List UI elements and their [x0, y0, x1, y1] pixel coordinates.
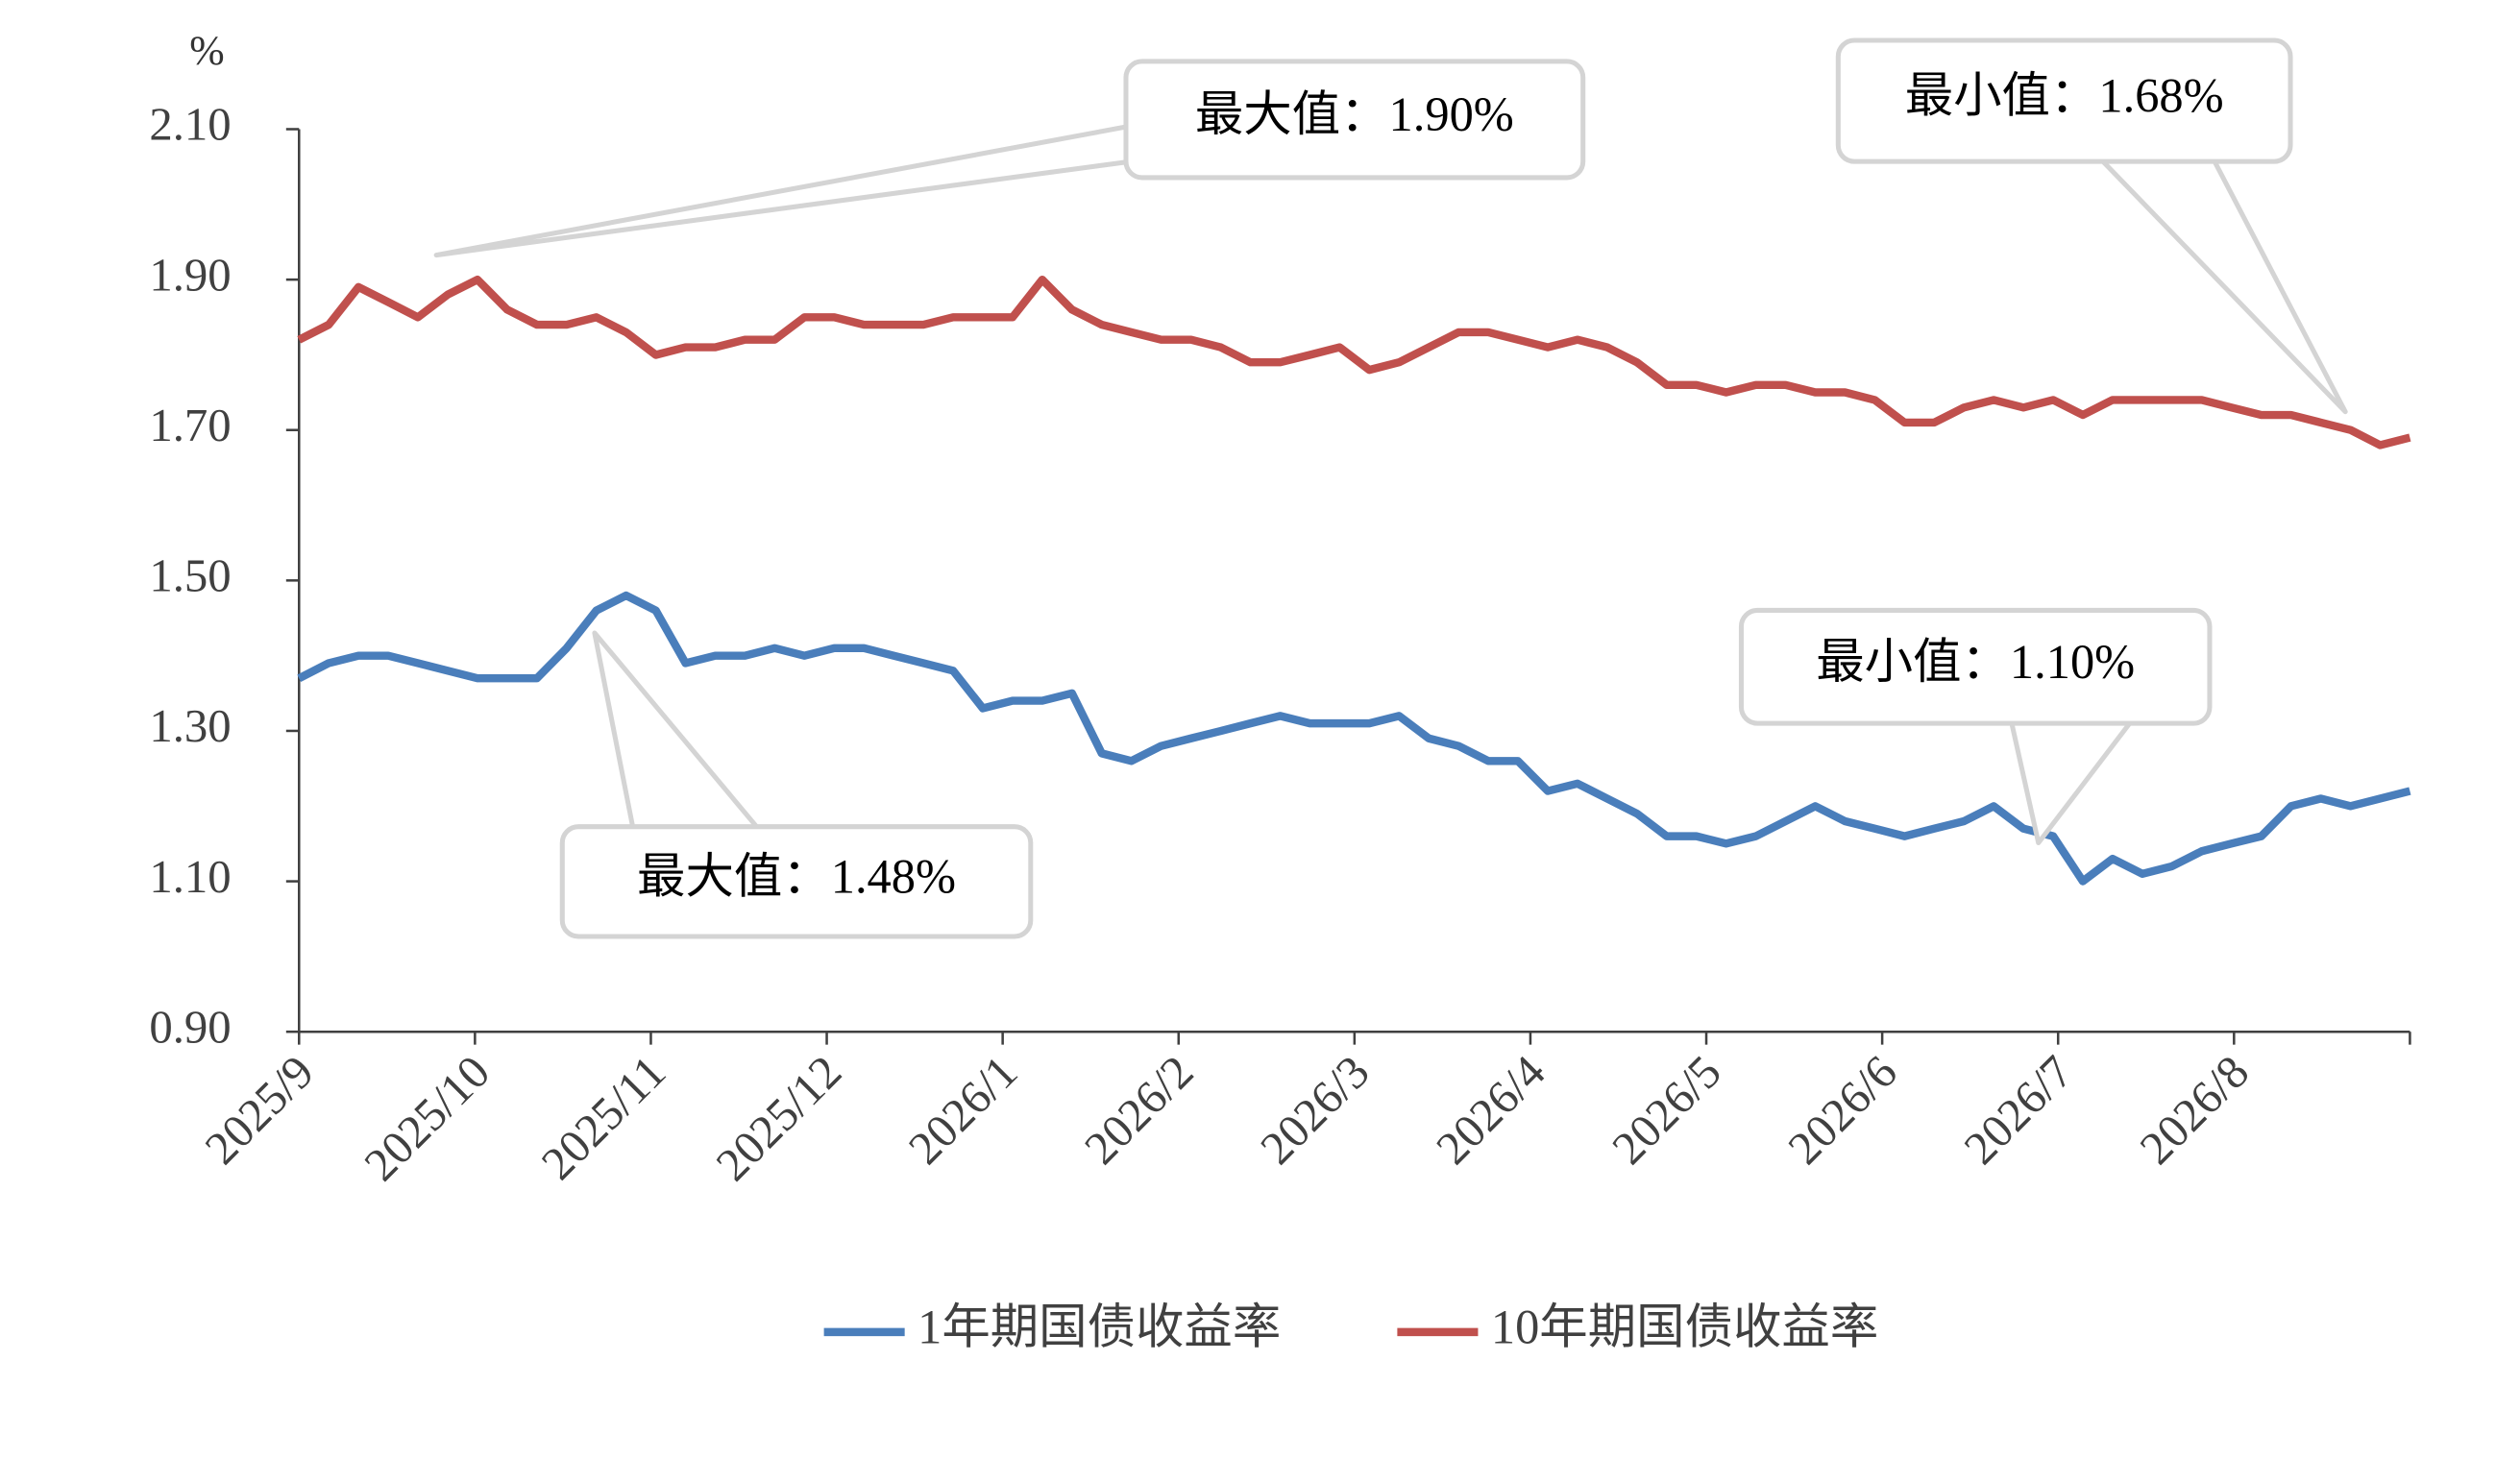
callout-pointer — [2097, 156, 2348, 415]
x-tick-label: 2026/6 — [1778, 1046, 1907, 1175]
x-tick-label: 2026/5 — [1603, 1046, 1731, 1175]
legend-text: 10年期国债收益率 — [1491, 1300, 1878, 1353]
y-tick-label: 0.90 — [149, 1001, 231, 1053]
callout-text: 最大值：1.90% — [1195, 87, 1514, 141]
legend-text: 1年期国债收益率 — [917, 1300, 1281, 1353]
x-tick-label: 2026/2 — [1075, 1046, 1204, 1175]
x-tick-label: 2026/4 — [1427, 1046, 1555, 1175]
y-tick-label: 1.90 — [149, 249, 231, 301]
callout-pointer — [2008, 717, 2135, 846]
y-tick-label: 1.10 — [149, 851, 231, 903]
callout-text: 最小值：1.10% — [1816, 635, 2135, 689]
y-tick-label: 1.70 — [149, 400, 231, 451]
callout-box — [1835, 37, 2293, 164]
series-line — [297, 275, 2411, 450]
x-tick-label: 2025/10 — [355, 1046, 500, 1191]
callout-text: 最大值：1.48% — [637, 849, 956, 903]
x-tick-label: 2026/7 — [1954, 1046, 2083, 1175]
y-tick-label: 2.10 — [149, 99, 231, 151]
x-tick-label: 2026/1 — [898, 1046, 1027, 1175]
y-unit-label: % — [189, 28, 224, 74]
callout-box — [559, 824, 1034, 939]
callout-box — [1123, 59, 1586, 181]
x-tick-label: 2025/9 — [195, 1046, 324, 1175]
y-tick-label: 1.30 — [149, 700, 231, 752]
callout-pointer — [592, 630, 762, 833]
callout-box — [1738, 607, 2213, 726]
x-tick-label: 2025/11 — [531, 1046, 675, 1190]
x-tick-label: 2026/3 — [1251, 1046, 1380, 1175]
series-line — [297, 591, 2411, 886]
callout-pointer — [433, 123, 1134, 258]
x-tick-label: 2025/12 — [706, 1046, 851, 1191]
x-tick-label: 2026/8 — [2130, 1046, 2259, 1175]
callout-text: 最小值：1.68% — [1905, 69, 2224, 123]
y-tick-label: 1.50 — [149, 550, 231, 602]
